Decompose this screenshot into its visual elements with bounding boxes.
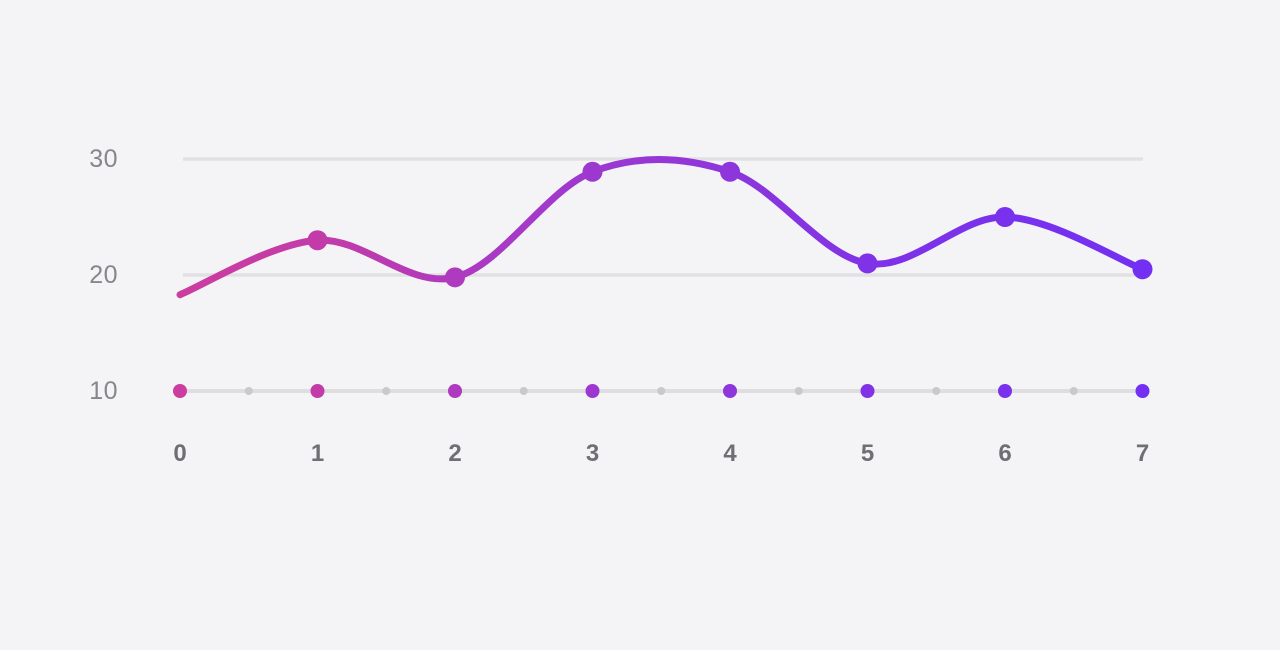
baseline-dot-x0[interactable] [173, 384, 187, 398]
x-tick-label-2: 2 [448, 440, 462, 467]
data-point-marker-x6[interactable] [995, 207, 1015, 227]
x-tick-label-7: 7 [1135, 440, 1150, 467]
baseline-dot-x4[interactable] [723, 384, 737, 398]
x-tick-label-5: 5 [860, 440, 875, 467]
baseline-half-step-dot [382, 387, 391, 395]
baseline-half-step-dot [794, 387, 803, 395]
x-tick-label-4: 4 [723, 440, 737, 467]
data-point-marker-x3[interactable] [582, 161, 603, 182]
x-tick-label-6: 6 [998, 440, 1012, 467]
baseline-half-step-dot [1069, 387, 1078, 395]
x-tick-label-3: 3 [585, 440, 600, 467]
baseline-half-step-dot [932, 387, 941, 395]
baseline-half-step-dot [519, 387, 528, 395]
y-tick-label-20: 20 [89, 261, 118, 289]
series-curve-path [176, 155, 1146, 299]
y-tick-label-30: 30 [89, 145, 118, 173]
baseline-dot-x2[interactable] [448, 384, 462, 398]
data-point-marker-x2[interactable] [445, 267, 465, 288]
x-tick-label-0: 0 [173, 440, 187, 467]
data-point-marker-x1[interactable] [307, 230, 328, 251]
x-tick-label-1: 1 [310, 440, 325, 467]
baseline-half-step-dot [244, 387, 253, 395]
baseline-dot-x1[interactable] [310, 384, 325, 398]
data-point-marker-x5[interactable] [857, 253, 878, 274]
baseline-dot-x6[interactable] [998, 384, 1012, 398]
baseline-dot-x5[interactable] [860, 384, 875, 398]
data-point-marker-x4[interactable] [720, 161, 740, 182]
baseline-dot-x3[interactable] [585, 384, 600, 398]
data-point-marker-x7[interactable] [1132, 259, 1153, 280]
y-tick-label-10: 10 [89, 377, 118, 405]
baseline-half-step-dot [657, 387, 666, 395]
baseline-dot-x7[interactable] [1135, 384, 1150, 398]
